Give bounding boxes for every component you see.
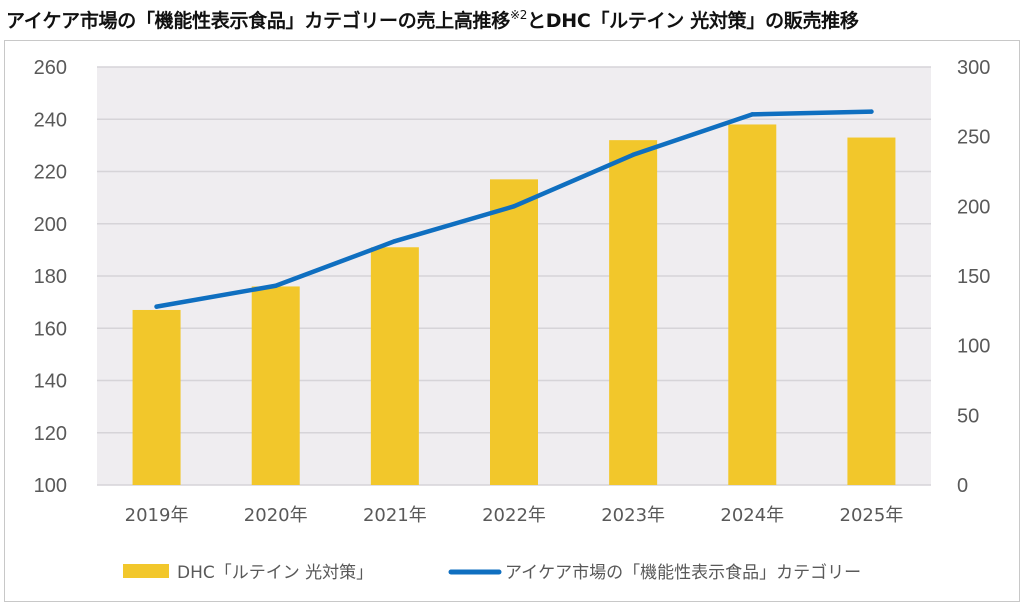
bar bbox=[490, 179, 538, 485]
x-axis-tick-label: 2025年 bbox=[840, 505, 904, 526]
right-axis-tick-label: 100 bbox=[957, 336, 990, 358]
left-axis-tick-label: 220 bbox=[34, 162, 67, 184]
chart-title-main: アイケア市場の「機能性表示食品」カテゴリーの売上高推移 bbox=[6, 10, 510, 32]
legend-label-line: アイケア市場の「機能性表示食品」カテゴリー bbox=[505, 562, 861, 583]
left-axis-tick-label: 240 bbox=[34, 109, 67, 131]
x-axis-tick-label: 2022年 bbox=[482, 505, 546, 526]
bar bbox=[847, 137, 896, 485]
bar bbox=[728, 124, 777, 485]
bar-series bbox=[132, 124, 896, 485]
right-axis-tick-label: 200 bbox=[957, 196, 990, 218]
x-axis-tick-label: 2021年 bbox=[363, 505, 427, 526]
line-point bbox=[869, 109, 874, 114]
right-axis-tick-label: 0 bbox=[957, 475, 968, 497]
bar bbox=[251, 286, 300, 485]
left-axis-tick-label: 100 bbox=[34, 475, 67, 497]
right-axis: 0 50 100 150 200 250 300 bbox=[957, 57, 990, 497]
left-axis-tick-label: 260 bbox=[34, 57, 67, 79]
chart-frame: 100 120 140 160 180 200 220 240 260 0 50 100 150 200… bbox=[4, 40, 1020, 602]
line-series bbox=[154, 109, 874, 309]
x-axis-tick-label: 2020年 bbox=[244, 505, 308, 526]
chart-title-tail: とDHC「ルテイン 光対策」の販売推移 bbox=[527, 10, 859, 32]
left-axis-tick-label: 200 bbox=[34, 214, 67, 236]
line-point bbox=[154, 304, 159, 309]
bar bbox=[609, 140, 658, 485]
chart-title: アイケア市場の「機能性表示食品」カテゴリーの売上高推移※2とDHC「ルテイン 光… bbox=[6, 6, 1020, 33]
left-axis-tick-label: 180 bbox=[34, 266, 67, 288]
line-point bbox=[511, 204, 517, 209]
right-axis-tick-label: 50 bbox=[957, 405, 979, 427]
legend-label-bar: DHC「ルテイン 光対策」 bbox=[177, 563, 373, 583]
x-axis-tick-label: 2024年 bbox=[720, 505, 784, 526]
line-point bbox=[630, 152, 636, 157]
bar bbox=[370, 247, 419, 485]
right-axis-tick-label: 300 bbox=[957, 57, 990, 79]
legend-swatch-bar bbox=[123, 564, 169, 578]
legend: DHC「ルテイン 光対策」 アイケア市場の「機能性表示食品」カテゴリー bbox=[123, 562, 861, 583]
x-axis: 2019年 2020年 2021年 2022年 2023年 2024年 2025年 bbox=[125, 505, 904, 526]
combo-chart: 100 120 140 160 180 200 220 240 260 0 50 100 150 200… bbox=[34, 57, 991, 583]
line-point bbox=[392, 238, 398, 244]
x-axis-tick-label: 2019年 bbox=[125, 505, 189, 526]
line-point bbox=[750, 112, 755, 117]
chart-title-footnote-mark: ※2 bbox=[509, 8, 528, 22]
right-axis-tick-label: 250 bbox=[957, 127, 990, 149]
left-axis-tick-label: 120 bbox=[34, 423, 67, 445]
left-axis-tick-label: 140 bbox=[34, 371, 67, 393]
left-axis: 100 120 140 160 180 200 220 240 260 bbox=[34, 57, 67, 497]
x-axis-tick-label: 2023年 bbox=[601, 505, 665, 526]
right-axis-tick-label: 150 bbox=[957, 266, 990, 288]
bar bbox=[132, 309, 181, 485]
left-axis-tick-label: 160 bbox=[34, 318, 67, 340]
line-point bbox=[273, 283, 278, 288]
